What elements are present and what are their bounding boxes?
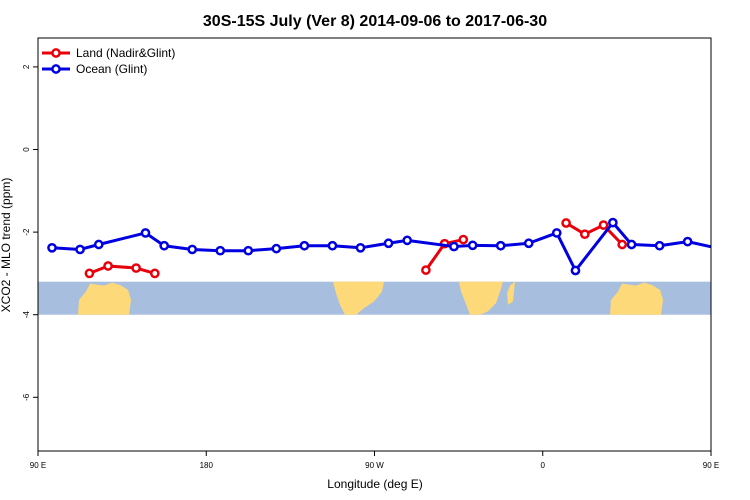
- data-point: [383, 238, 394, 249]
- data-point: [103, 261, 113, 271]
- data-point: [467, 240, 478, 251]
- y-tick-label: -4: [22, 311, 31, 319]
- data-point: [495, 240, 506, 251]
- data-point: [579, 229, 590, 240]
- data-point: [449, 241, 459, 252]
- legend-label: Ocean (Glint): [76, 62, 147, 76]
- data-point: [93, 239, 104, 250]
- data-point: [654, 240, 665, 251]
- legend-label: Land (Nadir&Glint): [76, 46, 175, 60]
- legend-marker: [51, 64, 61, 74]
- legend-item: Land (Nadir&Glint): [42, 46, 175, 60]
- data-point: [682, 236, 693, 247]
- series-line: [51, 221, 711, 273]
- legend: Land (Nadir&Glint) Ocean (Glint): [42, 46, 175, 76]
- map-land-australia: [78, 282, 131, 315]
- data-point: [710, 246, 711, 250]
- data-point: [149, 268, 160, 279]
- x-tick-label: 180: [200, 461, 214, 470]
- data-point: [215, 245, 226, 256]
- data-point: [327, 240, 338, 251]
- x-tick-label: 90 E: [30, 461, 46, 470]
- data-point: [523, 238, 534, 249]
- legend-marker: [51, 48, 61, 58]
- y-axis: 2 0 -2 -4 -6: [22, 64, 38, 401]
- data-point: [626, 239, 637, 250]
- series-land: [84, 218, 628, 279]
- chart-title: 30S-15S July (Ver 8) 2014-09-06 to 2017-…: [203, 13, 547, 30]
- series-ocean: [47, 217, 747, 276]
- x-tick-label: 90 E: [703, 461, 719, 470]
- data-point: [75, 244, 85, 255]
- data-point: [740, 246, 747, 253]
- map-band: [38, 281, 711, 315]
- y-tick-label: -2: [22, 228, 31, 236]
- data-point: [159, 240, 170, 251]
- data-point: [47, 242, 57, 253]
- data-point: [617, 239, 628, 250]
- x-tick-label: 0: [541, 461, 546, 470]
- data-point: [402, 235, 413, 246]
- map-land-australia: [610, 282, 663, 315]
- map-land-madagascar: [507, 281, 515, 305]
- data-point: [421, 265, 431, 275]
- data-point: [561, 218, 571, 228]
- data-point: [243, 245, 254, 256]
- series-line: [565, 221, 624, 246]
- data-point: [551, 228, 562, 238]
- y-tick-label: 0: [22, 147, 31, 152]
- y-tick-label: -6: [22, 393, 31, 401]
- series-line: [88, 264, 156, 275]
- legend-item: Ocean (Glint): [42, 62, 147, 76]
- x-tick-label: 90 W: [365, 461, 384, 470]
- x-axis-label: Longitude (deg E): [327, 477, 422, 491]
- map-land-south-america: [333, 281, 384, 315]
- map-land-africa: [459, 281, 503, 315]
- y-tick-label: 2: [22, 64, 31, 69]
- data-point: [458, 234, 469, 245]
- data-point: [570, 265, 581, 276]
- series-layer: [47, 217, 747, 279]
- y-axis-label: XCO2 - MLO trend (ppm): [0, 178, 13, 313]
- data-point: [299, 240, 310, 251]
- data-point: [598, 220, 609, 230]
- data-point: [140, 228, 151, 238]
- data-point: [131, 263, 141, 273]
- data-point: [271, 243, 282, 254]
- data-point: [187, 244, 198, 255]
- data-point: [608, 217, 618, 228]
- data-point: [355, 242, 366, 253]
- x-axis: 90 E 180 90 W 0 90 E: [30, 451, 719, 470]
- data-point: [84, 268, 95, 279]
